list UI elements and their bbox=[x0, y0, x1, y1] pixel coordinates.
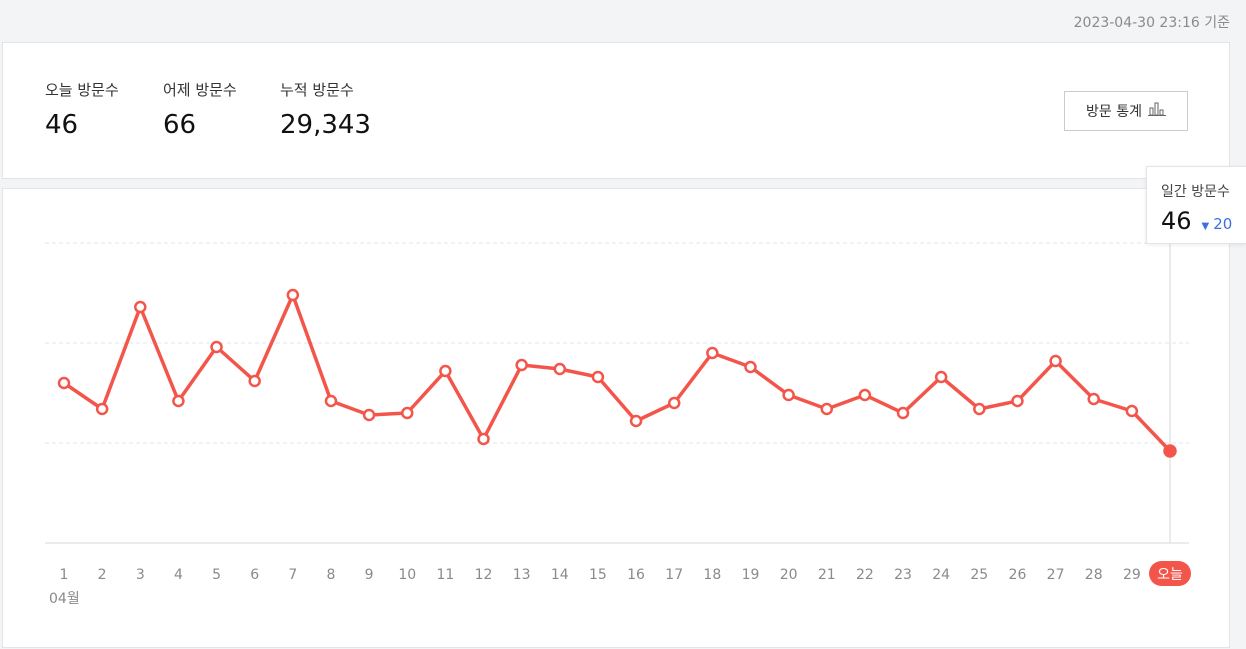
today-visits-value: 46 bbox=[45, 110, 79, 140]
data-point[interactable] bbox=[973, 402, 986, 416]
data-point[interactable] bbox=[210, 340, 223, 354]
x-tick-label: 27 bbox=[1047, 567, 1065, 583]
x-tick-label: 22 bbox=[856, 567, 874, 583]
data-point[interactable] bbox=[934, 370, 948, 384]
x-tick-label: 24 bbox=[932, 567, 950, 583]
yesterday-visits-label: 어제 방문수 bbox=[163, 81, 237, 99]
data-point[interactable] bbox=[286, 288, 300, 302]
data-point[interactable] bbox=[400, 406, 414, 420]
data-point[interactable] bbox=[820, 402, 834, 416]
x-tick-label: 15 bbox=[589, 567, 607, 583]
tooltip-label: 일간 방문수 bbox=[1161, 184, 1230, 200]
total-visits-value: 29,343 bbox=[280, 110, 371, 140]
x-tick-label: 7 bbox=[288, 567, 297, 583]
x-tick-label: 23 bbox=[894, 567, 912, 583]
data-point[interactable] bbox=[362, 408, 376, 422]
today-visits-label: 오늘 방문수 bbox=[45, 81, 119, 99]
x-tick-label: 26 bbox=[1009, 567, 1027, 583]
daily-visits-tooltip: 일간 방문수 46 ▼ 20 bbox=[1146, 166, 1246, 244]
data-point[interactable] bbox=[858, 388, 872, 402]
visit-stats-button[interactable]: 방문 통계 bbox=[1064, 91, 1188, 131]
x-tick-label: 5 bbox=[212, 567, 221, 583]
data-point[interactable] bbox=[706, 346, 719, 360]
data-point[interactable] bbox=[134, 300, 147, 314]
x-tick-label: 28 bbox=[1085, 567, 1103, 583]
data-point[interactable] bbox=[477, 432, 490, 446]
tooltip-value: 46 bbox=[1161, 207, 1192, 235]
as-of-timestamp: 2023-04-30 23:16 기준 bbox=[1073, 15, 1230, 31]
data-point[interactable] bbox=[324, 394, 338, 408]
data-point[interactable] bbox=[667, 396, 681, 410]
x-tick-label: 9 bbox=[365, 567, 374, 583]
x-tick-label: 13 bbox=[513, 567, 531, 583]
x-tick-label: 12 bbox=[475, 567, 493, 583]
visit-summary-card: 오늘 방문수 46 어제 방문수 66 누적 방문수 29,343 방문 통계 bbox=[2, 42, 1230, 179]
down-arrow-icon: ▼ bbox=[1201, 221, 1210, 232]
x-tick-label: 20 bbox=[780, 567, 798, 583]
tooltip-delta: 20 bbox=[1213, 215, 1233, 233]
x-tick-label: 2 bbox=[98, 567, 107, 583]
x-tick-label: 16 bbox=[627, 567, 645, 583]
x-tick-label: 8 bbox=[327, 567, 336, 583]
x-tick-label: 17 bbox=[665, 567, 683, 583]
data-point[interactable] bbox=[1049, 354, 1062, 368]
yesterday-visits-value: 66 bbox=[163, 110, 197, 140]
x-tick-label: 18 bbox=[703, 567, 721, 583]
data-point[interactable] bbox=[248, 374, 261, 388]
data-point[interactable] bbox=[782, 388, 795, 402]
x-tick-label: 4 bbox=[174, 567, 183, 583]
x-tick-label: 11 bbox=[436, 567, 454, 583]
x-tick-label: 6 bbox=[250, 567, 259, 583]
x-tick-label: 29 bbox=[1123, 567, 1141, 583]
x-tick-label: 19 bbox=[742, 567, 760, 583]
data-point-today[interactable] bbox=[1163, 444, 1177, 458]
data-point[interactable] bbox=[744, 360, 757, 374]
daily-visits-chart: 1 2 3 4 5 6 7 8 9 10 11 12 13 14 15 16 17 18 19 20 21 22 23 24 2… bbox=[45, 242, 1191, 607]
data-point[interactable] bbox=[515, 358, 528, 372]
total-visits-label: 누적 방문수 bbox=[280, 81, 354, 99]
x-tick-label: 14 bbox=[551, 567, 569, 583]
data-point[interactable] bbox=[1125, 404, 1139, 418]
stat-total: 누적 방문수 29,343 bbox=[280, 79, 371, 140]
x-tick-label: 3 bbox=[136, 567, 145, 583]
data-point[interactable] bbox=[172, 394, 185, 408]
data-point[interactable] bbox=[553, 362, 567, 376]
data-point[interactable] bbox=[439, 364, 452, 378]
bar-chart-icon bbox=[1147, 102, 1166, 120]
x-tick-label: 25 bbox=[970, 567, 988, 583]
visits-line bbox=[62, 293, 1172, 453]
today-badge bbox=[1149, 561, 1191, 586]
data-point[interactable] bbox=[591, 370, 605, 384]
x-tick-label: 21 bbox=[818, 567, 836, 583]
visit-stats-button-label: 방문 통계 bbox=[1086, 104, 1142, 120]
data-point[interactable] bbox=[896, 406, 910, 420]
data-point[interactable] bbox=[1011, 394, 1024, 408]
x-tick-label-today: 오늘 bbox=[1157, 567, 1183, 583]
data-point[interactable] bbox=[95, 402, 109, 416]
data-point[interactable] bbox=[57, 376, 71, 390]
stat-today: 오늘 방문수 46 bbox=[45, 79, 119, 140]
daily-visits-chart-card: 1 2 3 4 5 6 7 8 9 10 11 12 13 14 15 16 17 18 19 20 21 22 23 24 2… bbox=[2, 188, 1230, 648]
data-point[interactable] bbox=[1087, 392, 1100, 406]
month-label: 04월 bbox=[49, 591, 80, 607]
x-tick-label: 1 bbox=[60, 567, 69, 583]
x-tick-label: 10 bbox=[398, 567, 416, 583]
stat-yesterday: 어제 방문수 66 bbox=[163, 79, 237, 140]
data-point[interactable] bbox=[629, 414, 643, 428]
